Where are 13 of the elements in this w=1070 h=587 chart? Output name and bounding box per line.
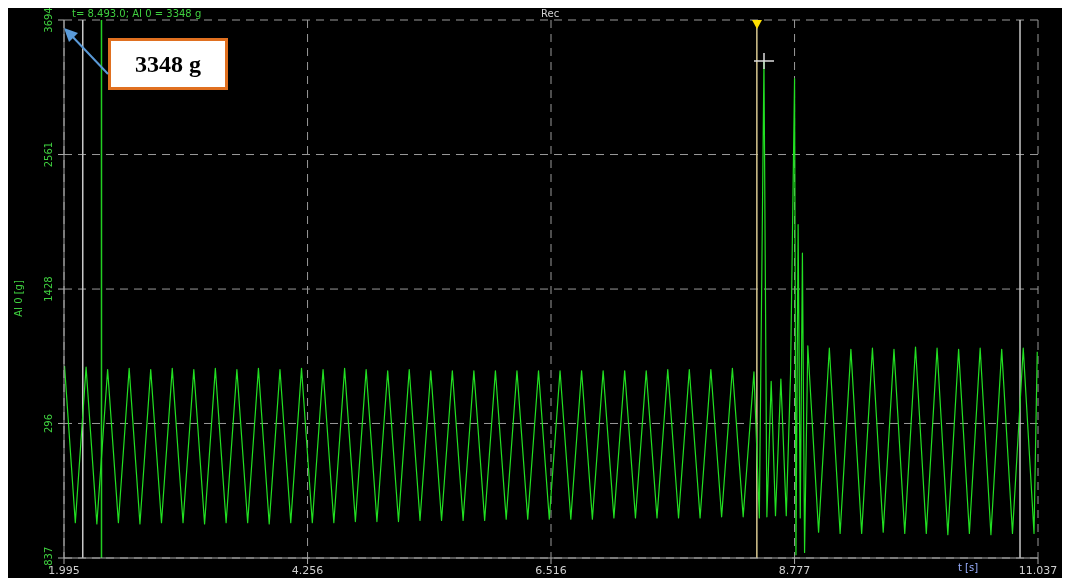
x-tick-label: 8.777: [778, 563, 811, 577]
y-tick-label: 296: [43, 413, 54, 434]
x-tick-label: 4.256: [291, 563, 324, 577]
chart-title: Rec: [541, 8, 560, 19]
y-tick-label: 2561: [43, 141, 54, 168]
text: t= 8.493.0; AI 0 = 3348 g: [72, 8, 202, 19]
annotation: 3348 g: [108, 38, 228, 90]
y-tick-label: 3694: [43, 7, 54, 33]
y-axis-title: AI 0 [g]: [12, 280, 24, 317]
x-tick-label: 6.516: [535, 563, 567, 577]
x-axis-title: t [s]: [958, 562, 979, 573]
x-tick-label: 11.037: [1018, 563, 1058, 577]
y-tick-label: 1428: [43, 276, 54, 302]
